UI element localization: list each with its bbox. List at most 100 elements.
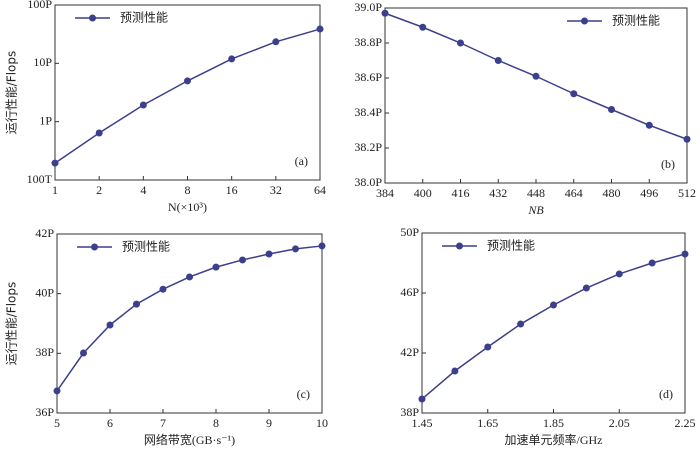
marker: [272, 38, 280, 46]
marker: [186, 273, 193, 281]
x-tick-label: 1.85: [543, 416, 564, 430]
y-tick-label: 38P: [35, 345, 54, 359]
x-tick-label: 496: [640, 186, 658, 200]
x-tick-label: 432: [489, 186, 507, 200]
plot-frame: [54, 4, 321, 181]
x-axis-label: NB: [527, 203, 544, 217]
marker: [265, 250, 273, 258]
x-tick-label: 10: [316, 416, 328, 430]
y-tick-label: 38P: [400, 405, 419, 419]
y-tick-label: 46P: [400, 285, 419, 299]
marker: [159, 285, 167, 293]
marker: [418, 395, 426, 403]
y-tick-label: 50P: [400, 225, 419, 239]
x-tick-label: 1.65: [477, 416, 498, 430]
marker: [80, 349, 87, 357]
y-tick-label: 10P: [33, 55, 52, 69]
x-tick-label: 2: [96, 183, 102, 197]
marker: [292, 245, 299, 253]
marker: [582, 284, 590, 292]
x-tick-label: 64: [314, 183, 326, 197]
marker: [683, 135, 691, 143]
marker: [184, 77, 191, 85]
y-tick-label: 39.0P: [354, 0, 382, 14]
series-line: [421, 253, 686, 400]
y-tick-label: 42P: [35, 226, 54, 240]
x-tick-label: 480: [603, 186, 621, 200]
marker: [419, 23, 427, 31]
marker: [608, 106, 615, 113]
y-tick-label: 100T: [27, 172, 53, 186]
marker: [133, 300, 140, 308]
x-tick-label: 512: [678, 186, 696, 200]
panel-annotation: (d): [659, 387, 673, 401]
marker: [648, 259, 656, 267]
x-tick-label: 8: [185, 183, 191, 197]
x-axis-label: 加速单元频率/GHz: [505, 432, 603, 447]
y-tick-label: 38.4P: [354, 105, 382, 119]
panel-annotation: (a): [295, 154, 308, 168]
x-tick-label: 16: [226, 183, 238, 197]
y-axis-label: 运行性能/Flops: [5, 51, 19, 135]
x-tick-label: 6: [107, 416, 113, 430]
x-tick-label: 384: [376, 186, 394, 200]
marker: [228, 55, 236, 63]
marker: [212, 263, 220, 271]
legend-marker: [581, 17, 588, 25]
legend-marker: [456, 242, 463, 250]
marker: [457, 39, 464, 47]
x-tick-label: 9: [266, 416, 272, 430]
x-tick-label: 464: [565, 186, 583, 200]
y-tick-label: 40P: [35, 285, 54, 299]
marker: [318, 242, 326, 250]
marker: [239, 256, 246, 264]
y-axis-label: 运行性能/Flops: [5, 282, 19, 366]
panel-annotation: (c): [297, 387, 310, 401]
legend-label: 预测性能: [487, 239, 535, 253]
y-tick-label: 38.6P: [354, 70, 382, 84]
marker: [484, 343, 492, 351]
legend-label: 预测性能: [612, 14, 660, 28]
marker: [106, 321, 114, 329]
x-tick-label: 7: [160, 416, 166, 430]
series-line: [54, 28, 321, 164]
marker: [95, 129, 103, 137]
marker: [51, 159, 59, 167]
x-tick-label: 5: [54, 416, 60, 430]
legend-label: 预测性能: [122, 240, 170, 254]
y-tick-label: 100P: [27, 0, 52, 11]
x-tick-label: 1: [52, 183, 58, 197]
legend-marker: [91, 243, 98, 251]
x-tick-label: 8: [213, 416, 219, 430]
x-tick-label: 1.45: [412, 416, 433, 430]
marker: [139, 101, 147, 109]
series-line: [56, 245, 323, 392]
marker: [645, 121, 653, 129]
legend-marker: [89, 14, 96, 22]
marker: [615, 270, 623, 278]
plot-frame: [56, 233, 323, 414]
x-axis-label: N(×10³): [168, 200, 207, 214]
y-tick-label: 38.2P: [354, 140, 382, 154]
plot-frame: [384, 7, 688, 184]
marker: [494, 57, 502, 64]
marker: [316, 25, 324, 33]
y-tick-label: 36P: [35, 405, 54, 419]
panel-annotation: (b): [661, 157, 675, 171]
x-axis-label: 网络带宽(GB·s⁻¹): [144, 432, 235, 447]
y-tick-label: 38.8P: [354, 35, 382, 49]
y-tick-label: 38.0P: [354, 175, 382, 189]
x-tick-label: 2.05: [609, 416, 630, 430]
x-tick-label: 400: [414, 186, 432, 200]
y-tick-label: 1P: [39, 113, 52, 127]
marker: [681, 250, 689, 258]
marker: [381, 9, 389, 17]
marker: [532, 72, 540, 80]
x-tick-label: 448: [527, 186, 545, 200]
marker: [550, 301, 557, 309]
y-tick-label: 42P: [400, 345, 419, 359]
marker: [451, 367, 459, 375]
legend-label: 预测性能: [120, 11, 168, 25]
marker: [517, 320, 525, 328]
